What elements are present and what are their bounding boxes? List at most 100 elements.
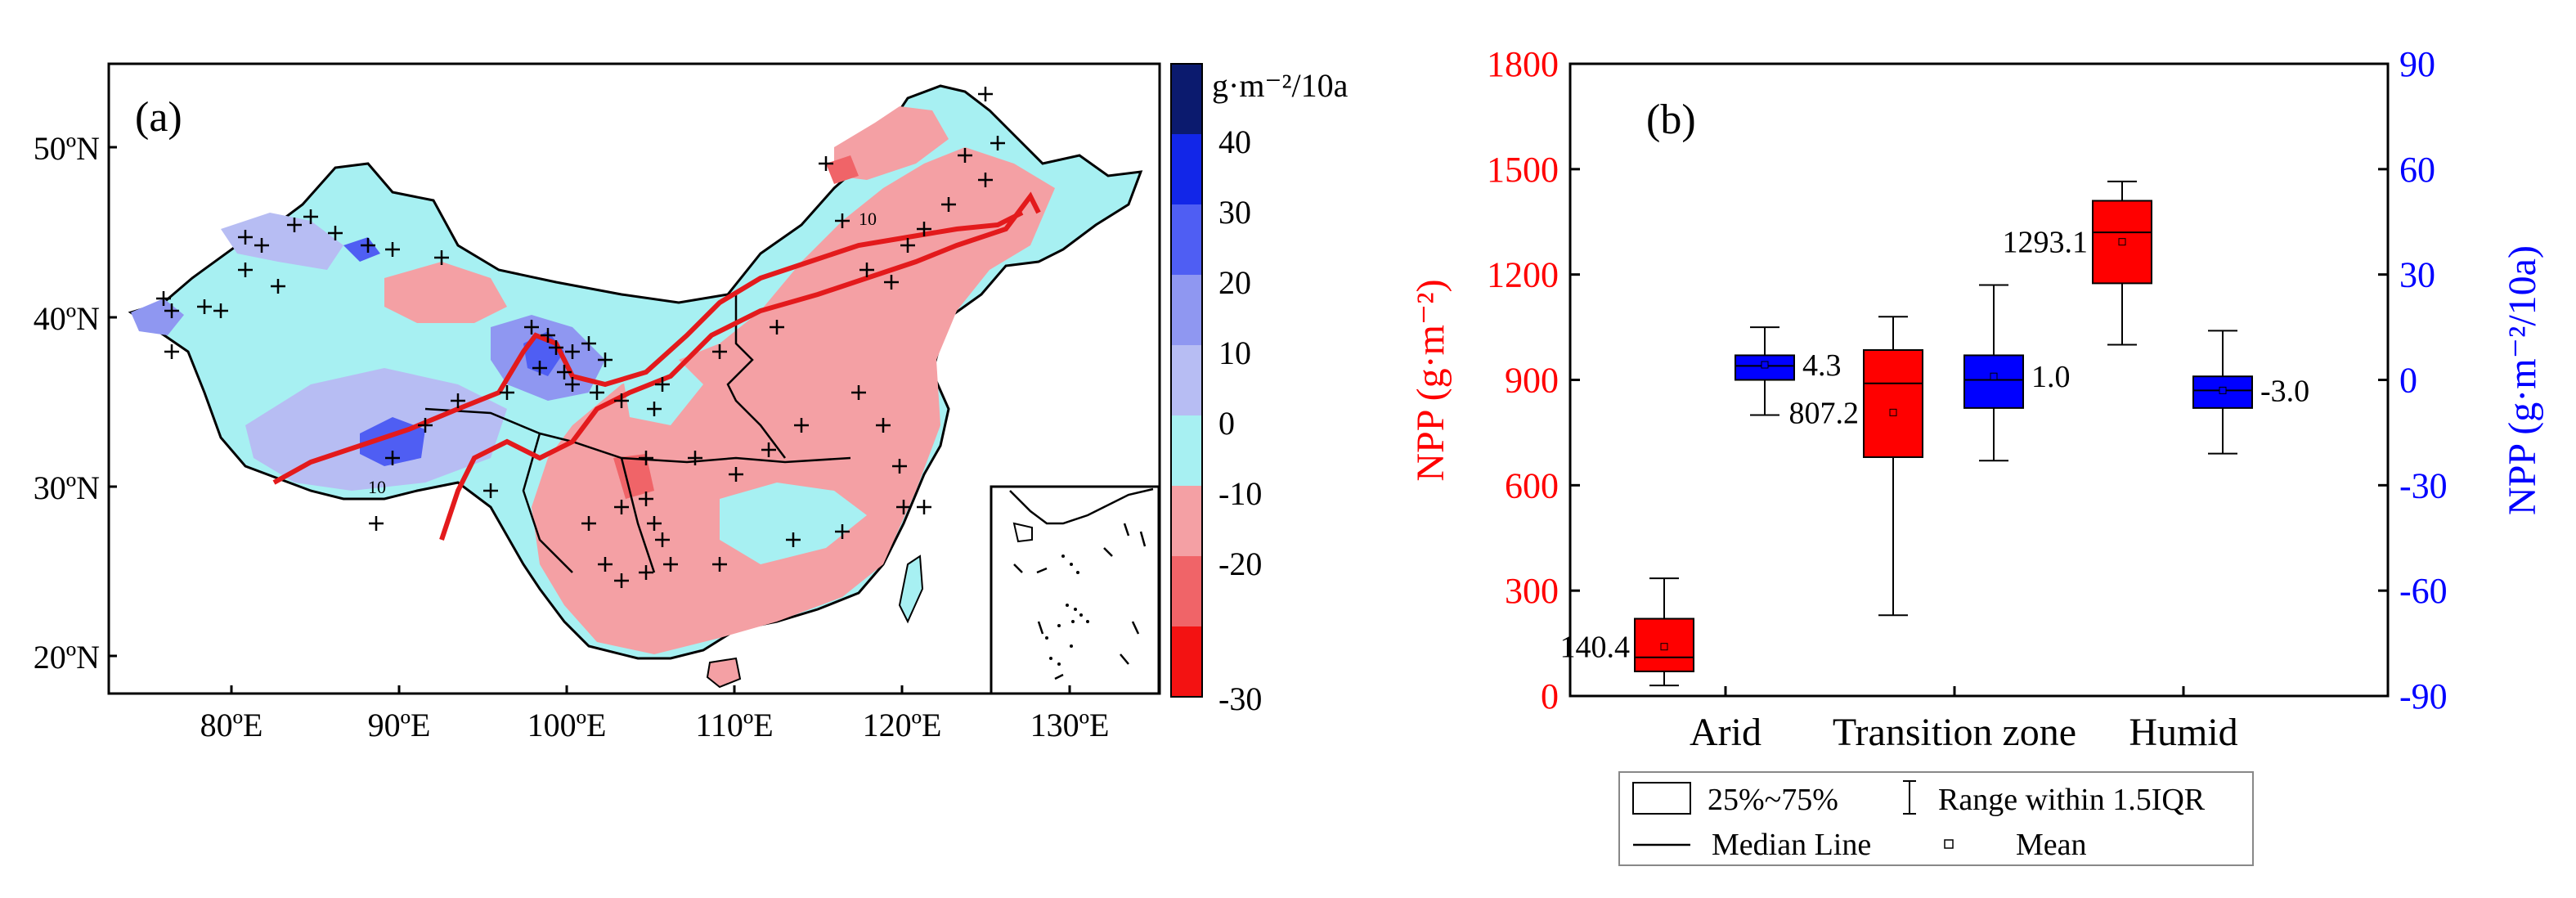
inset-island xyxy=(1086,620,1089,623)
box xyxy=(1863,348,1923,458)
inset-island xyxy=(1076,571,1079,574)
x-tick-label: Transition zone xyxy=(1833,711,2076,754)
transition-humid-boundary xyxy=(439,191,1041,541)
legend-range-swatch xyxy=(1903,780,1916,815)
trend-negative-area-west xyxy=(384,262,507,323)
trend-negative-area xyxy=(532,147,1055,654)
colorbar-block xyxy=(1171,275,1202,346)
south-china-sea-inset xyxy=(990,485,1160,695)
colorbar-tick-label: 10 xyxy=(1218,335,1251,371)
mean-label: 1293.1 xyxy=(2003,226,2089,260)
lon-tick-label: 80ºE xyxy=(200,707,263,743)
legend: 25%~75% Range within 1.5IQR Median Line … xyxy=(1618,771,2254,866)
inset-islands xyxy=(1045,555,1089,666)
inset-island xyxy=(1066,604,1069,607)
station-markers xyxy=(156,87,1005,588)
colorbar-tick-label: -30 xyxy=(1218,680,1262,717)
left-y-axis: 0 300 600 900 1200 1500 1800 xyxy=(1487,44,1580,716)
trend-positive-area xyxy=(221,213,343,270)
taiwan-island xyxy=(898,555,924,624)
panel-a-label: (a) xyxy=(135,94,182,141)
left-tick-label: 300 xyxy=(1505,571,1559,611)
right-tick-label: 90 xyxy=(2399,44,2435,84)
trend-positive-patch xyxy=(720,483,867,564)
mean-label: 1.0 xyxy=(2031,360,2071,394)
colorbar-tick-label: 30 xyxy=(1218,194,1251,231)
legend-median-label: Median Line xyxy=(1712,828,1871,862)
left-tick-label: 1500 xyxy=(1487,150,1559,190)
mean-marker xyxy=(1990,372,1998,380)
mean-marker xyxy=(2219,386,2227,394)
longitude-axis xyxy=(230,685,1071,694)
inset-island xyxy=(1057,624,1061,627)
lon-tick-label: 90ºE xyxy=(368,707,431,743)
colorbar-block xyxy=(1171,204,1202,276)
right-tick-label: 60 xyxy=(2399,150,2435,190)
right-tick-label: -60 xyxy=(2399,571,2448,611)
legend-box-label: 25%~75% xyxy=(1708,783,1838,817)
colorbar-block xyxy=(1171,415,1202,487)
box xyxy=(1963,354,2024,409)
trend-strong-negative-spot xyxy=(826,155,859,184)
inset-frame xyxy=(990,485,1160,695)
left-tick-label: 1200 xyxy=(1487,255,1559,295)
left-tick-label: 600 xyxy=(1505,465,1559,505)
hainan-island xyxy=(706,657,742,689)
mean-label: 4.3 xyxy=(1802,348,1842,383)
colorbar-tick-label: 0 xyxy=(1218,405,1235,442)
left-axis-title: NPP (g·m⁻²) xyxy=(1409,279,1452,481)
lon-tick-label: 110ºE xyxy=(695,707,773,743)
right-tick-label: -30 xyxy=(2399,465,2448,505)
inset-coastline xyxy=(1009,487,1154,525)
internal-boundary xyxy=(726,294,786,459)
colorbar-tick-label: -20 xyxy=(1218,546,1262,582)
left-tick-label: 0 xyxy=(1541,676,1559,716)
left-tick-label: 900 xyxy=(1505,361,1559,401)
inset-coastline xyxy=(1012,522,1033,543)
legend-range-label: Range within 1.5IQR xyxy=(1938,783,2206,817)
colorbar-block xyxy=(1171,626,1202,698)
inset-island xyxy=(1074,608,1077,611)
right-tick-label: 30 xyxy=(2399,255,2435,295)
inset-island xyxy=(1070,563,1073,566)
colorbar-block xyxy=(1171,486,1202,557)
internal-boundary xyxy=(522,433,573,573)
trend-negative-area-northeast xyxy=(834,106,949,180)
right-tick-label: 0 xyxy=(2399,361,2417,401)
colorbar: g·m⁻²/10a 40 30 20 10 0 -10 -20 -30 xyxy=(1170,63,1349,717)
lat-tick-label: 50ºN xyxy=(34,130,100,167)
inset-island xyxy=(1071,620,1075,623)
inset-island xyxy=(1070,644,1073,648)
panel-b-label: (b) xyxy=(1646,97,1696,143)
legend-frame xyxy=(1618,771,2254,866)
legend-mean-label: Mean xyxy=(2016,828,2087,862)
mean-label: -3.0 xyxy=(2260,374,2309,408)
x-tick-label: Arid xyxy=(1690,711,1761,754)
colorbar-block xyxy=(1171,64,1202,135)
lat-tick-label: 30ºN xyxy=(34,469,100,506)
x-tick-label: Humid xyxy=(2129,711,2237,754)
latitude-axis xyxy=(109,146,117,658)
right-y-axis: -90 -60 -30 0 30 60 90 xyxy=(2378,44,2448,716)
inset-island xyxy=(1057,662,1061,666)
panel-a-map: 10 10 xyxy=(34,62,1161,743)
colorbar-tick-label: -10 xyxy=(1218,475,1262,512)
mean-label: 140.4 xyxy=(1560,631,1631,665)
left-tick-label: 1800 xyxy=(1487,44,1559,84)
internal-boundary xyxy=(620,457,656,573)
inset-island xyxy=(1045,636,1048,640)
colorbar-tick-label: 20 xyxy=(1218,264,1251,301)
mean-marker xyxy=(1761,361,1769,369)
colorbar-block xyxy=(1171,345,1202,416)
colorbar-block xyxy=(1171,556,1202,627)
mean-marker xyxy=(1660,643,1668,651)
lon-tick-label: 130ºE xyxy=(1030,707,1110,743)
lon-tick-label: 120ºE xyxy=(863,707,942,743)
panel-b-boxplot: (b) 0 300 600 900 1200 1500 1800 -90 -60 -30 0 30 6… xyxy=(1409,44,2544,754)
lat-tick-label: 40ºN xyxy=(34,300,100,337)
trend-positive-area xyxy=(343,237,380,262)
mean-marker xyxy=(2118,238,2126,246)
colorbar-block xyxy=(1171,134,1202,205)
colorbar-frame xyxy=(1170,63,1203,698)
